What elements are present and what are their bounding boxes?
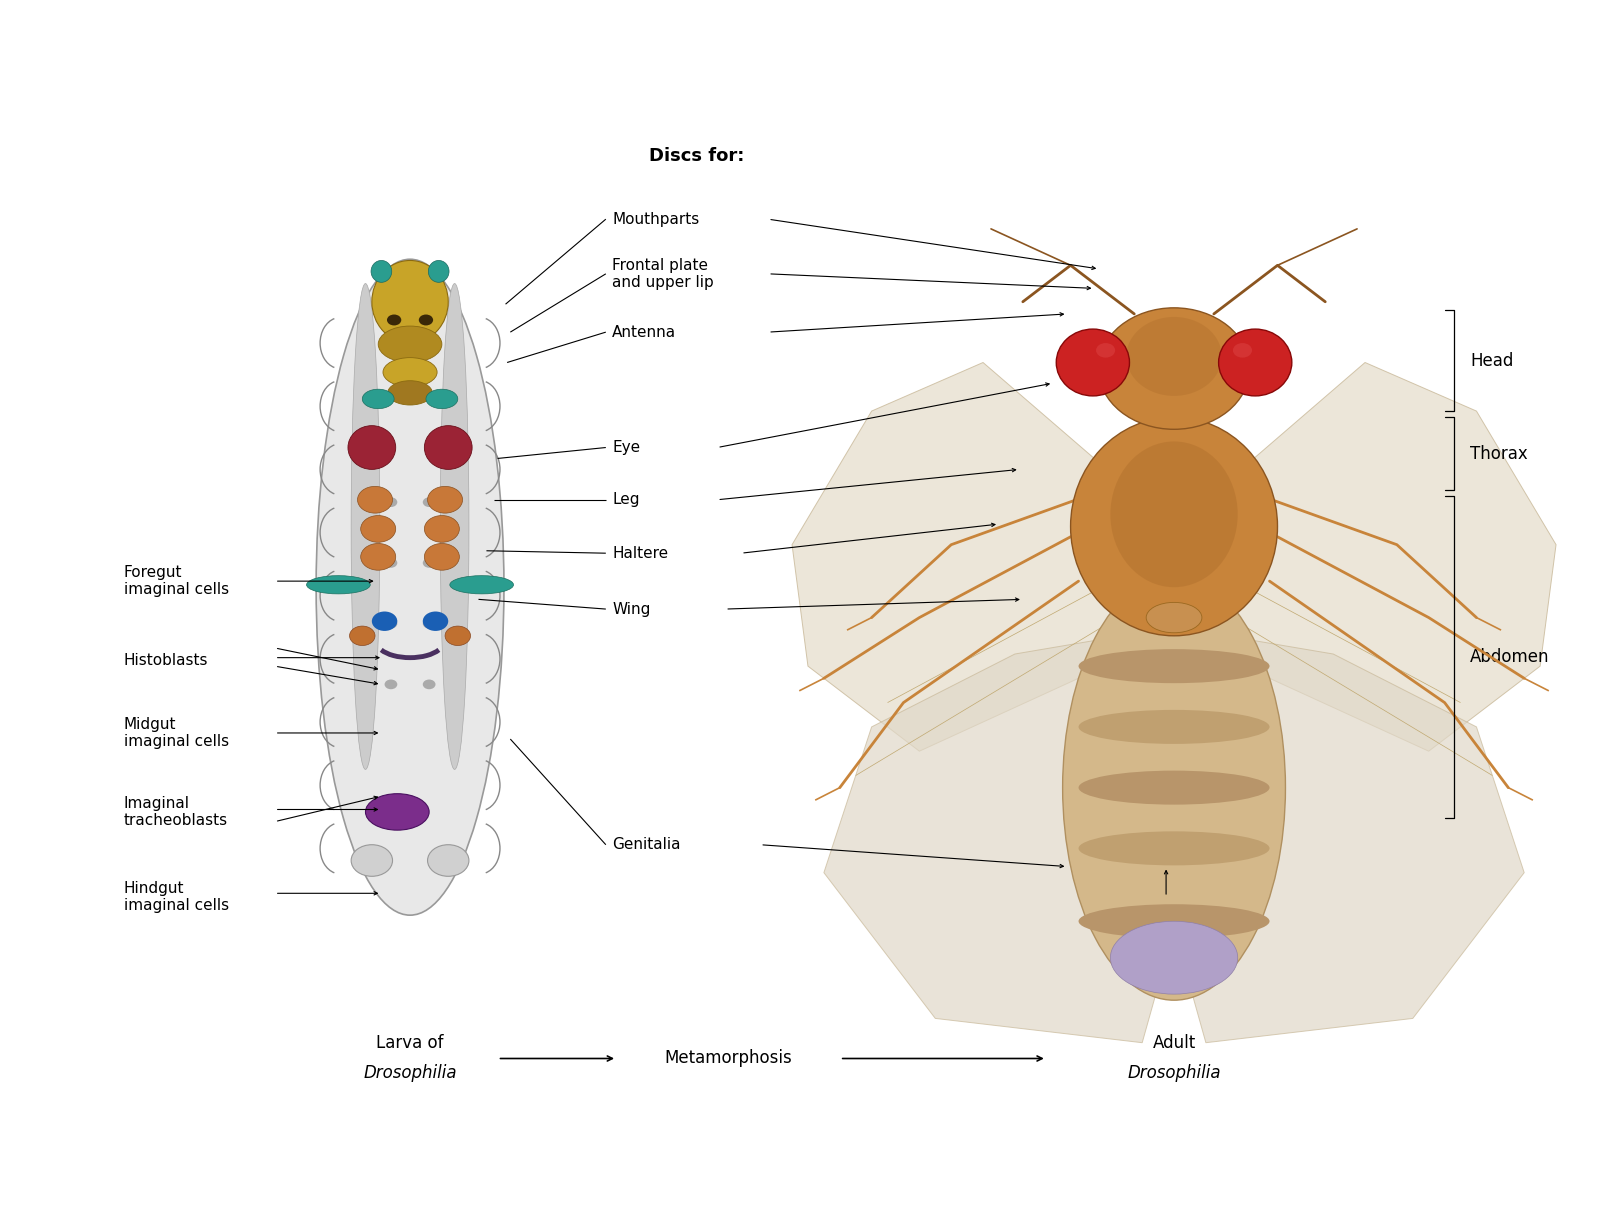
Text: Foregut
imaginal cells: Foregut imaginal cells bbox=[123, 565, 229, 597]
Text: Thorax: Thorax bbox=[1470, 445, 1528, 462]
Ellipse shape bbox=[1099, 308, 1250, 429]
Text: Head: Head bbox=[1470, 352, 1514, 369]
Ellipse shape bbox=[360, 516, 395, 542]
Ellipse shape bbox=[440, 284, 469, 769]
Text: Eye: Eye bbox=[613, 440, 640, 455]
Polygon shape bbox=[824, 630, 1190, 1043]
Ellipse shape bbox=[371, 260, 392, 283]
Text: Haltere: Haltere bbox=[613, 545, 669, 560]
Ellipse shape bbox=[1219, 329, 1291, 396]
Text: Adult: Adult bbox=[1152, 1033, 1195, 1052]
Ellipse shape bbox=[1078, 649, 1269, 684]
Ellipse shape bbox=[357, 487, 392, 514]
Text: Drosophilia: Drosophilia bbox=[363, 1064, 458, 1082]
Text: Midgut
imaginal cells: Midgut imaginal cells bbox=[123, 717, 229, 750]
Ellipse shape bbox=[362, 389, 394, 408]
Ellipse shape bbox=[1110, 442, 1238, 587]
Ellipse shape bbox=[1056, 329, 1130, 396]
Ellipse shape bbox=[317, 259, 504, 915]
Ellipse shape bbox=[427, 845, 469, 877]
Ellipse shape bbox=[426, 389, 458, 408]
Text: Discs for:: Discs for: bbox=[650, 147, 744, 165]
Ellipse shape bbox=[307, 576, 370, 594]
Ellipse shape bbox=[424, 516, 459, 542]
Ellipse shape bbox=[427, 487, 462, 514]
Ellipse shape bbox=[384, 558, 397, 567]
Ellipse shape bbox=[1078, 770, 1269, 805]
Ellipse shape bbox=[1078, 709, 1269, 744]
Ellipse shape bbox=[1234, 344, 1253, 357]
Text: Leg: Leg bbox=[613, 492, 640, 508]
Text: Histoblasts: Histoblasts bbox=[123, 653, 208, 668]
Ellipse shape bbox=[422, 558, 435, 567]
Ellipse shape bbox=[384, 680, 397, 690]
Ellipse shape bbox=[1126, 317, 1222, 396]
Text: Wing: Wing bbox=[613, 602, 651, 616]
Ellipse shape bbox=[1062, 575, 1285, 1000]
Ellipse shape bbox=[365, 794, 429, 830]
Ellipse shape bbox=[450, 576, 514, 594]
Text: Mouthparts: Mouthparts bbox=[613, 212, 699, 226]
Text: Antenna: Antenna bbox=[613, 324, 677, 340]
Text: Genitalia: Genitalia bbox=[613, 838, 680, 852]
Ellipse shape bbox=[1078, 904, 1269, 938]
Ellipse shape bbox=[382, 357, 437, 386]
Ellipse shape bbox=[429, 260, 450, 283]
Ellipse shape bbox=[371, 612, 397, 631]
Ellipse shape bbox=[371, 260, 448, 344]
Ellipse shape bbox=[419, 314, 434, 325]
Ellipse shape bbox=[347, 426, 395, 470]
Polygon shape bbox=[1158, 630, 1525, 1043]
Ellipse shape bbox=[387, 314, 402, 325]
Ellipse shape bbox=[1070, 417, 1277, 636]
Ellipse shape bbox=[384, 498, 397, 508]
Ellipse shape bbox=[424, 543, 459, 570]
Text: Hindgut
imaginal cells: Hindgut imaginal cells bbox=[123, 881, 229, 914]
Ellipse shape bbox=[1078, 832, 1269, 866]
Ellipse shape bbox=[350, 845, 392, 877]
Ellipse shape bbox=[1110, 921, 1238, 994]
Ellipse shape bbox=[424, 426, 472, 470]
Ellipse shape bbox=[422, 619, 435, 629]
Ellipse shape bbox=[378, 327, 442, 362]
Text: Larva of: Larva of bbox=[376, 1033, 443, 1052]
Ellipse shape bbox=[350, 284, 379, 769]
Ellipse shape bbox=[387, 380, 432, 405]
Text: Frontal plate
and upper lip: Frontal plate and upper lip bbox=[613, 258, 714, 290]
Ellipse shape bbox=[1146, 603, 1202, 632]
Ellipse shape bbox=[349, 626, 374, 646]
Ellipse shape bbox=[1096, 344, 1115, 357]
Polygon shape bbox=[792, 362, 1166, 751]
Text: Drosophilia: Drosophilia bbox=[1128, 1064, 1221, 1082]
Ellipse shape bbox=[422, 680, 435, 690]
Ellipse shape bbox=[422, 498, 435, 508]
Ellipse shape bbox=[360, 543, 395, 570]
Ellipse shape bbox=[422, 612, 448, 631]
Text: Abdomen: Abdomen bbox=[1470, 648, 1549, 667]
Polygon shape bbox=[1182, 362, 1557, 751]
Text: Imaginal
tracheoblasts: Imaginal tracheoblasts bbox=[123, 796, 227, 828]
Ellipse shape bbox=[445, 626, 470, 646]
Text: Metamorphosis: Metamorphosis bbox=[664, 1049, 792, 1068]
Ellipse shape bbox=[384, 619, 397, 629]
